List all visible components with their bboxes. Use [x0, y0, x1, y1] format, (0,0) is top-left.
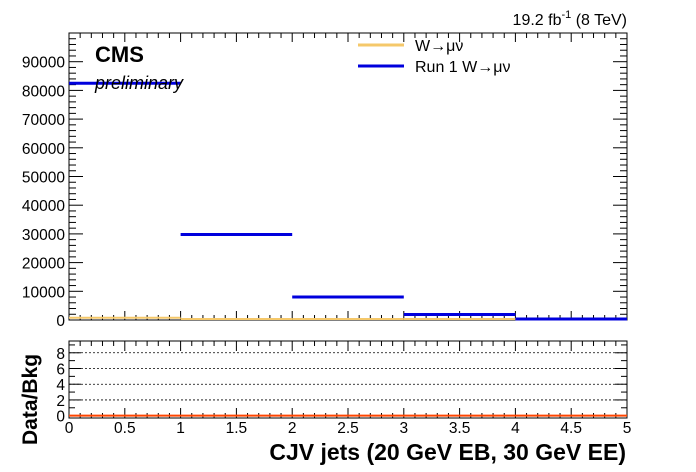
x-tick-label: 4 [511, 420, 520, 437]
x-tick-label: 3.5 [449, 420, 471, 437]
legend-label-wmunu: W→μν [415, 38, 463, 55]
x-tick-label: 2.5 [337, 420, 359, 437]
x-tick-label: 1.5 [226, 420, 248, 437]
main-y-tick-label: 0 [56, 313, 65, 330]
main-y-tick-label: 50000 [22, 170, 65, 187]
ratio-y-tick-label: 6 [56, 362, 65, 379]
x-tick-label: 3 [399, 420, 408, 437]
legend-label-run1: Run 1 W→μν [415, 59, 510, 76]
main-y-tick-label: 80000 [22, 83, 65, 100]
main-y-ticks: 0 10000 20000 30000 40000 50000 60000 70000 8000… [22, 32, 627, 330]
x-tick-label: 4.5 [560, 420, 582, 437]
ratio-x-ticks: 0 0.5 1 1.5 2 2.5 3 3.5 4 4.5 5 [65, 341, 632, 437]
x-tick-label: 0 [65, 420, 74, 437]
main-series [69, 81, 627, 321]
main-y-tick-label: 60000 [22, 141, 65, 158]
ratio-y-tick-label: 4 [56, 377, 65, 394]
ratio-y-tick-label: 2 [56, 393, 65, 410]
ratio-y-axis-label: Data/Bkg [19, 354, 42, 445]
cms-sublabel: preliminary [94, 73, 184, 93]
cms-label: CMS [95, 42, 144, 67]
main-panel: 0 10000 20000 30000 40000 50000 60000 70000 8000… [22, 9, 628, 330]
x-axis-label: CJV jets (20 GeV EB, 30 GeV EE) [269, 439, 626, 465]
x-tick-label: 0.5 [114, 420, 136, 437]
lumi-label: 19.2 fb-1 (8 TeV) [513, 9, 627, 29]
main-y-tick-label: 90000 [22, 55, 65, 72]
main-y-tick-label: 10000 [22, 284, 65, 301]
main-y-tick-label: 70000 [22, 112, 65, 129]
ratio-grid [69, 352, 627, 401]
ratio-frame [68, 340, 628, 419]
x-tick-label: 1 [176, 420, 185, 437]
main-y-tick-label: 30000 [22, 227, 65, 244]
ratio-y-tick-label: 8 [56, 346, 65, 363]
ratio-y-tick-label: 0 [56, 409, 65, 426]
main-y-tick-label: 40000 [22, 198, 65, 215]
x-tick-label: 5 [623, 420, 632, 437]
x-tick-label: 2 [288, 420, 297, 437]
series-run1-wmunu [69, 81, 627, 321]
legend: W→μν Run 1 W→μν [358, 38, 510, 76]
main-y-tick-label: 20000 [22, 256, 65, 273]
